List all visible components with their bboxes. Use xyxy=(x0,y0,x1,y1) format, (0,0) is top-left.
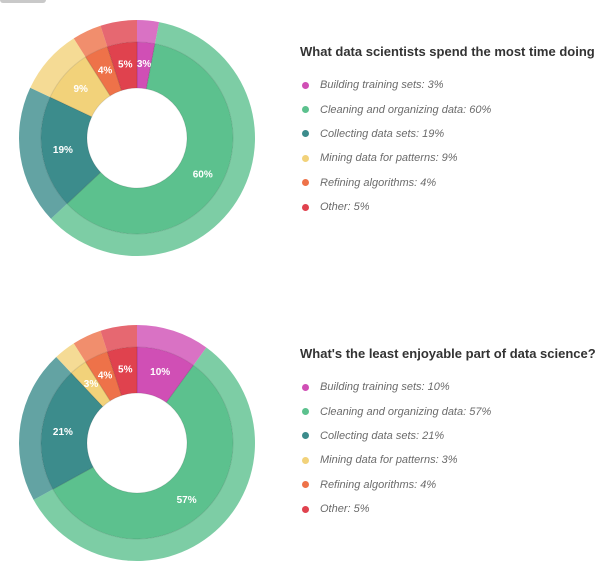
legend-swatch xyxy=(302,505,309,513)
slice-other[interactable] xyxy=(106,41,138,92)
legend-item-mining-data-for-patterns[interactable]: Mining data for patterns: 9% xyxy=(300,146,595,170)
legend-swatch xyxy=(302,179,309,187)
data-label-refining-algorithms: 4% xyxy=(98,371,113,382)
legend-label: Collecting data sets: 19% xyxy=(320,127,445,140)
legend-swatch xyxy=(302,456,309,464)
data-label-collecting-data-sets: 19% xyxy=(53,145,73,156)
slice-cleaning-and-organizing-data[interactable] xyxy=(52,364,234,540)
slice-outer-other[interactable] xyxy=(100,20,137,47)
legend-swatch xyxy=(302,106,309,114)
top-tab-stub xyxy=(0,0,46,3)
legend-label: Building training sets: 10% xyxy=(320,381,450,394)
data-label-cleaning-and-organizing-data: 60% xyxy=(193,170,213,181)
slice-outer-mining-data-for-patterns[interactable] xyxy=(30,38,86,98)
legend-label: Cleaning and organizing data: 57% xyxy=(320,405,492,418)
legend-label: Mining data for patterns: 3% xyxy=(320,454,458,467)
donut-chart-time-spent: 3% 60% 19% 9% 4% 5% xyxy=(18,20,255,257)
legend-swatch xyxy=(302,154,309,162)
slice-refining-algorithms[interactable] xyxy=(84,351,123,402)
legend-label: Collecting data sets: 21% xyxy=(320,429,445,442)
slice-other[interactable] xyxy=(106,346,138,397)
legend-label: Cleaning and organizing data: 60% xyxy=(320,103,492,116)
legend-item-other[interactable]: Other: 5% xyxy=(300,497,596,521)
data-label-other: 5% xyxy=(118,59,133,70)
slice-building-training-sets[interactable] xyxy=(136,346,195,404)
slice-outer-other[interactable] xyxy=(100,325,137,352)
legend-item-building-training-sets[interactable]: Building training sets: 3% xyxy=(300,73,595,97)
legend-swatch xyxy=(302,408,309,416)
legend-label: Other: 5% xyxy=(320,201,370,214)
data-label-mining-data-for-patterns: 3% xyxy=(84,379,99,390)
legend-item-other[interactable]: Other: 5% xyxy=(300,195,595,219)
legend-item-collecting-data-sets[interactable]: Collecting data sets: 19% xyxy=(300,122,595,146)
legend-time-spent: What data scientists spend the most time… xyxy=(300,44,595,219)
slice-outer-mining-data-for-patterns[interactable] xyxy=(56,343,86,374)
donut-chart-least-enjoyable: 10% 57% 21% 3%4% 5% xyxy=(18,325,255,561)
legend-item-cleaning-and-organizing-data[interactable]: Cleaning and organizing data: 60% xyxy=(300,97,595,121)
legend-swatch xyxy=(302,130,309,138)
legend-item-collecting-data-sets[interactable]: Collecting data sets: 21% xyxy=(300,424,596,448)
slice-mining-data-for-patterns[interactable] xyxy=(70,361,111,408)
legend-label: Building training sets: 3% xyxy=(320,79,444,92)
legend-item-building-training-sets[interactable]: Building training sets: 10% xyxy=(300,375,596,399)
legend-least-enjoyable: What's the least enjoyable part of data … xyxy=(300,346,596,521)
legend-item-refining-algorithms[interactable]: Refining algorithms: 4% xyxy=(300,171,595,195)
slice-outer-refining-algorithms[interactable] xyxy=(73,330,108,362)
chart-title: What data scientists spend the most time… xyxy=(300,44,595,59)
legend-swatch xyxy=(302,481,309,489)
slice-collecting-data-sets[interactable] xyxy=(40,372,104,490)
data-label-refining-algorithms: 4% xyxy=(98,66,113,77)
legend-label: Refining algorithms: 4% xyxy=(320,478,437,491)
slice-building-training-sets[interactable] xyxy=(136,41,156,90)
legend-label: Other: 5% xyxy=(320,503,370,516)
legend-swatch xyxy=(302,432,309,440)
data-label-cleaning-and-organizing-data: 57% xyxy=(177,495,197,506)
legend-swatch xyxy=(302,383,309,391)
slice-outer-refining-algorithms[interactable] xyxy=(73,25,108,57)
legend-swatch xyxy=(302,203,309,211)
legend-item-mining-data-for-patterns[interactable]: Mining data for patterns: 3% xyxy=(300,448,596,472)
data-label-mining-data-for-patterns: 9% xyxy=(74,84,89,95)
legend-item-cleaning-and-organizing-data[interactable]: Cleaning and organizing data: 57% xyxy=(300,399,596,423)
slice-outer-building-training-sets[interactable] xyxy=(137,20,160,44)
data-label-other: 5% xyxy=(118,364,133,375)
slice-outer-collecting-data-sets[interactable] xyxy=(18,87,68,219)
slice-collecting-data-sets[interactable] xyxy=(40,96,102,205)
slice-outer-cleaning-and-organizing-data[interactable] xyxy=(50,22,255,257)
legend-swatch xyxy=(302,81,309,89)
chart-panel-least-enjoyable: 10% 57% 21% 3% 4% 5% What's the least enjoyab… xyxy=(0,305,599,575)
legend-label: Refining algorithms: 4% xyxy=(320,176,437,189)
chart-panel-time-spent: 3% 60% 19% 9% 4% 5% What data scientists spen… xyxy=(0,0,599,270)
data-label-building-training-sets: 10% xyxy=(150,367,170,378)
slice-outer-collecting-data-sets[interactable] xyxy=(18,356,72,500)
legend-item-refining-algorithms[interactable]: Refining algorithms: 4% xyxy=(300,473,596,497)
slice-cleaning-and-organizing-data[interactable] xyxy=(66,43,234,235)
slice-refining-algorithms[interactable] xyxy=(84,46,123,97)
legend-label: Mining data for patterns: 9% xyxy=(320,152,458,165)
chart-title: What's the least enjoyable part of data … xyxy=(300,346,596,361)
data-label-building-training-sets: 3% xyxy=(137,59,152,70)
slice-outer-building-training-sets[interactable] xyxy=(137,325,207,366)
data-label-collecting-data-sets: 21% xyxy=(53,427,73,438)
